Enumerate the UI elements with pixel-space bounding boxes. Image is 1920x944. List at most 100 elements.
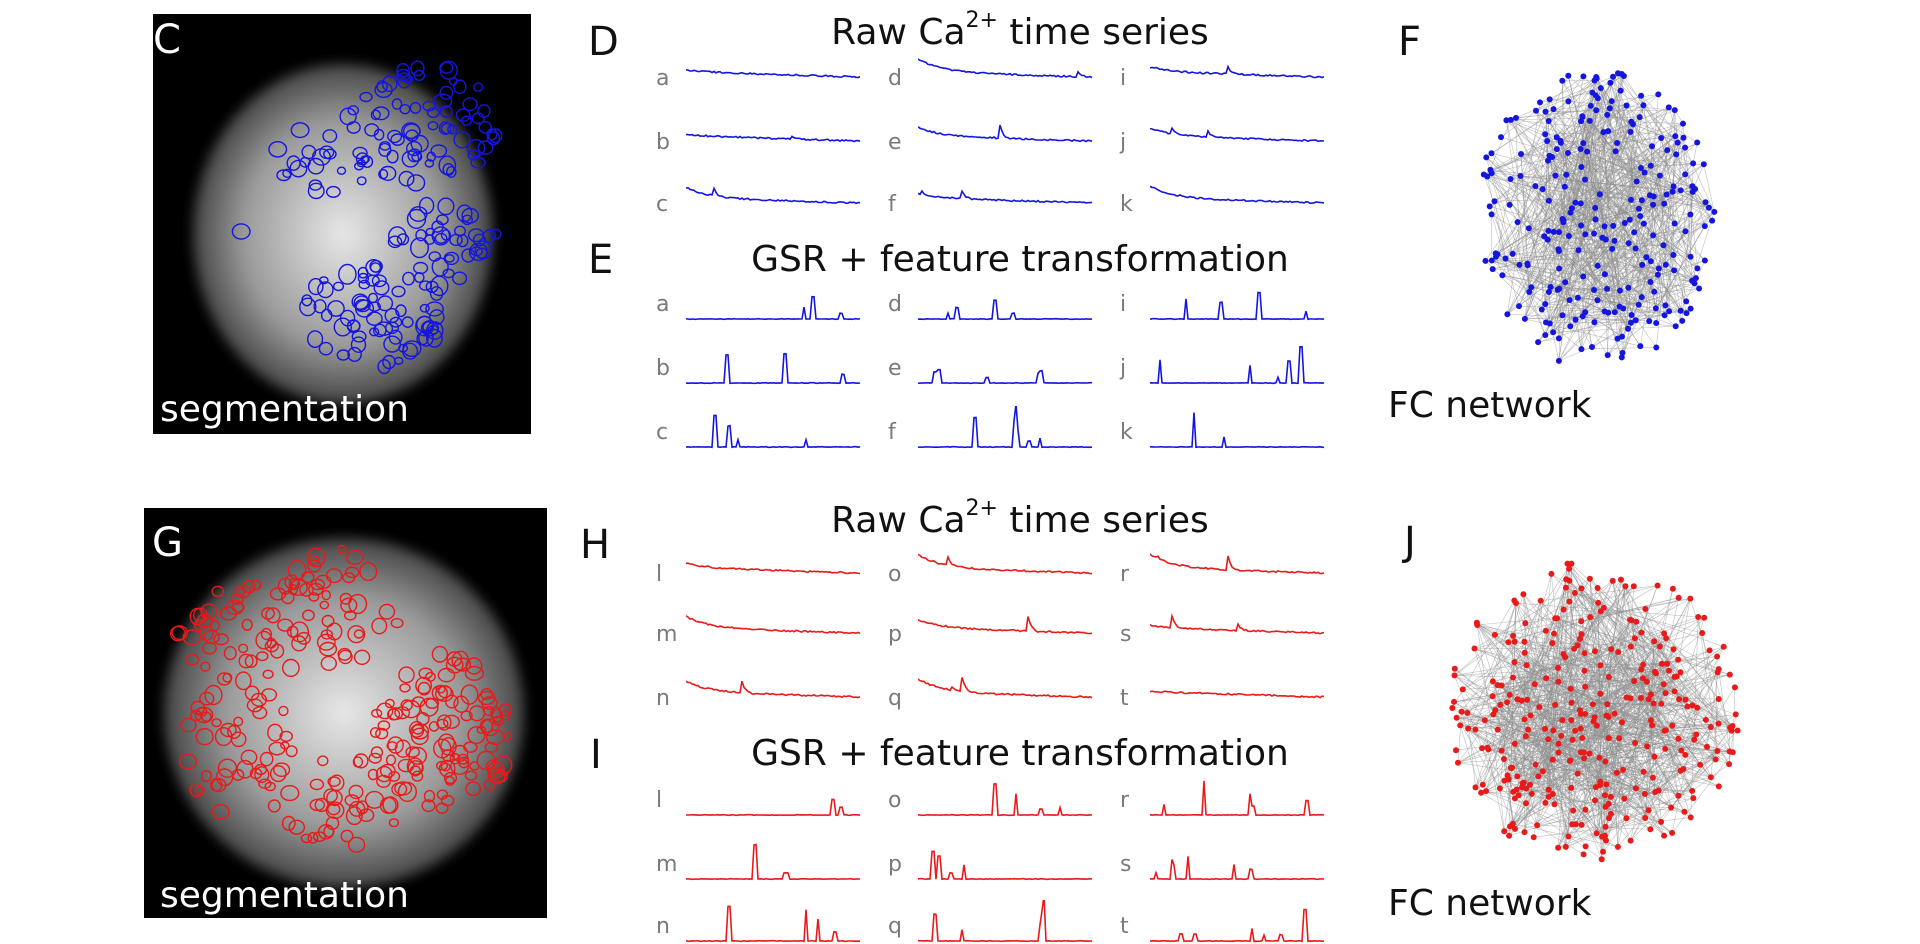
network-node: [1551, 229, 1557, 235]
network-node: [1690, 160, 1696, 166]
network-node: [1606, 735, 1612, 741]
raw-top-trace-label: j: [1120, 132, 1126, 154]
gsr-bottom-trace-r: [1150, 774, 1325, 818]
trace-line: [918, 784, 1092, 815]
network-node: [1584, 149, 1590, 155]
network-node: [1561, 607, 1567, 613]
network-node: [1681, 135, 1687, 141]
gsr-top-trace-label: j: [1120, 358, 1126, 380]
network-node: [1605, 352, 1611, 358]
network-node: [1587, 614, 1593, 620]
gsr-top-trace-label: c: [656, 422, 668, 444]
network-node: [1593, 74, 1599, 80]
network-node: [1542, 726, 1548, 732]
network-node: [1516, 303, 1522, 309]
network-node: [1582, 231, 1588, 237]
network-node: [1580, 274, 1586, 280]
network-node: [1613, 148, 1619, 154]
network-caption-bottom: FC network: [1388, 886, 1591, 922]
network-node: [1540, 768, 1546, 774]
network-node: [1515, 696, 1521, 702]
network-node: [1716, 696, 1722, 702]
trace-line: [686, 563, 860, 573]
network-node: [1492, 632, 1498, 638]
network-node: [1473, 784, 1479, 790]
network-node: [1651, 754, 1657, 760]
raw-top-trace-b: [686, 116, 861, 160]
network-node: [1568, 686, 1574, 692]
network-node: [1618, 88, 1624, 94]
network-node: [1621, 796, 1627, 802]
network-node: [1566, 578, 1572, 584]
network-node: [1495, 682, 1501, 688]
network-node: [1579, 735, 1585, 741]
network-node: [1566, 834, 1572, 840]
network-node: [1572, 590, 1578, 596]
gsr-bottom-trace-label: l: [656, 790, 662, 812]
network-node: [1547, 321, 1553, 327]
network-node: [1673, 151, 1679, 157]
network-node: [1524, 697, 1530, 703]
network-node: [1638, 667, 1644, 673]
network-node: [1607, 105, 1613, 111]
trace-line: [1150, 67, 1324, 78]
network-node: [1569, 205, 1575, 211]
network-node: [1528, 713, 1534, 719]
gsr-bottom-trace-m: [686, 838, 861, 882]
network-node: [1587, 751, 1593, 757]
gsr-top-trace-k: [1150, 406, 1325, 450]
network-node: [1687, 212, 1693, 218]
raw-top-trace-d: [918, 52, 1093, 96]
gsr-bottom-trace-t: [1150, 900, 1325, 944]
network-node: [1555, 287, 1561, 293]
network-node: [1483, 154, 1489, 160]
network-node: [1592, 714, 1598, 720]
raw-top-trace-e: [918, 116, 1093, 160]
network-node: [1506, 833, 1512, 839]
network-node: [1581, 755, 1587, 761]
network-node: [1653, 305, 1659, 311]
network-node: [1664, 147, 1670, 153]
network-node: [1651, 289, 1657, 295]
network-node: [1578, 164, 1584, 170]
network-node: [1679, 318, 1685, 324]
network-node: [1595, 585, 1601, 591]
network-node: [1713, 756, 1719, 762]
network-node: [1480, 782, 1486, 788]
network-node: [1688, 254, 1694, 260]
network-node: [1455, 760, 1461, 766]
network-node: [1603, 781, 1609, 787]
network-node: [1522, 716, 1528, 722]
network-node: [1649, 143, 1655, 149]
network-node: [1512, 659, 1518, 665]
network-node: [1706, 205, 1712, 211]
network-node: [1642, 815, 1648, 821]
network-node: [1591, 287, 1597, 293]
network-node: [1573, 821, 1579, 827]
network-node: [1626, 240, 1632, 246]
network-node: [1459, 709, 1465, 715]
network-node: [1474, 622, 1480, 628]
network-node: [1732, 684, 1738, 690]
network-node: [1697, 762, 1703, 768]
network-node: [1647, 826, 1653, 832]
raw-title-bottom-suffix: time series: [998, 500, 1209, 541]
network-node: [1568, 785, 1574, 791]
network-node: [1582, 711, 1588, 717]
network-node: [1559, 312, 1565, 318]
network-node: [1603, 838, 1609, 844]
trace-line: [918, 617, 1092, 634]
gsr-bottom-trace-label: m: [656, 854, 677, 876]
gsr-title-top: GSR + feature transformation: [690, 242, 1350, 278]
network-node: [1628, 644, 1634, 650]
network-node: [1532, 183, 1538, 189]
raw-bottom-trace-label: o: [888, 564, 901, 586]
network-node: [1646, 807, 1652, 813]
network-node: [1647, 279, 1653, 285]
network-node: [1543, 109, 1549, 115]
raw-top-trace-label: b: [656, 132, 670, 154]
network-node: [1637, 114, 1643, 120]
network-node: [1662, 728, 1668, 734]
network-node: [1604, 701, 1610, 707]
gsr-bottom-trace-label: p: [888, 854, 902, 876]
